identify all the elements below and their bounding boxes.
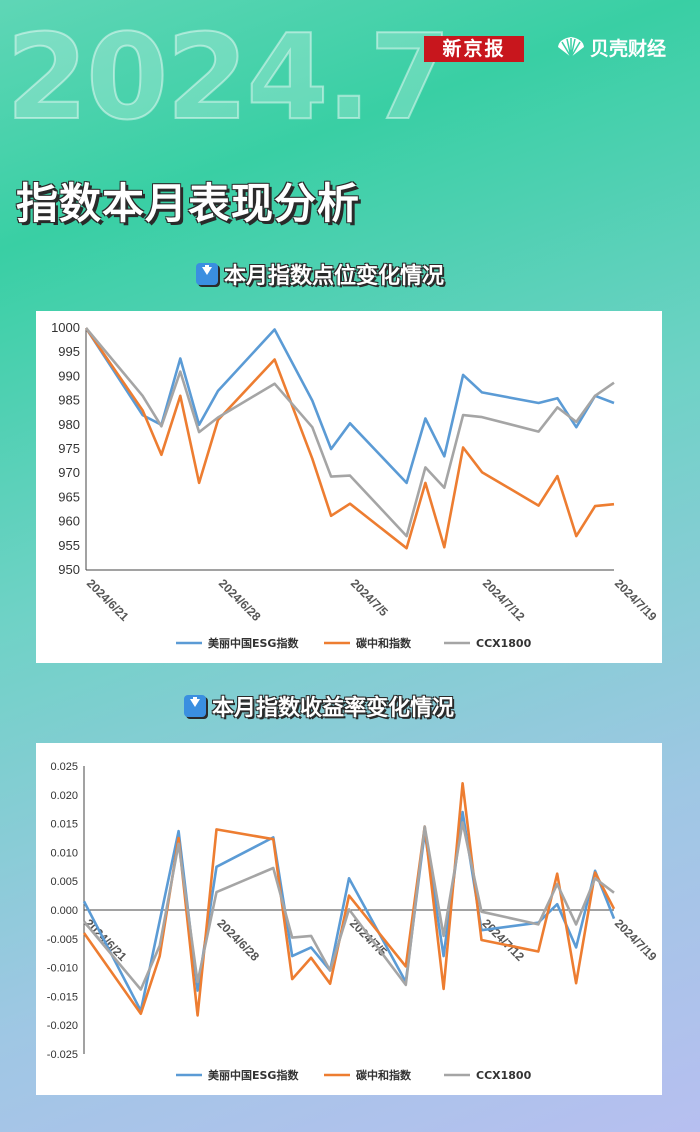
x-tick-label: 2024/7/12 <box>480 576 528 624</box>
y-tick-label: 970 <box>58 465 80 480</box>
y-tick-label: 985 <box>58 393 80 408</box>
beike-logo-text: 贝壳财经 <box>590 37 667 60</box>
y-tick-label: 0.025 <box>50 761 78 773</box>
y-tick-label: 0.020 <box>50 790 78 802</box>
y-tick-label: 965 <box>58 489 80 504</box>
y-tick-label: 0.005 <box>50 876 78 888</box>
y-tick-label: -0.010 <box>47 963 78 975</box>
y-tick-label: 995 <box>58 344 80 359</box>
legend-label-ccx: CCX1800 <box>476 637 532 650</box>
beike-logo: 贝壳财经 <box>556 32 666 62</box>
section1-title: 本月指数点位变化情况 <box>196 258 444 290</box>
x-tick-label: 2024/6/28 <box>214 916 262 964</box>
return-rate-chart: 0.025 0.020 0.015 0.010 0.005 0.000 -0.005 -0.0… <box>36 743 662 1095</box>
y-tick-label: 975 <box>58 441 80 456</box>
y-tick-label: -0.005 <box>47 934 78 946</box>
y-tick-label: 990 <box>58 368 80 383</box>
y-tick-label: -0.015 <box>47 991 78 1003</box>
section2-title: 本月指数收益率变化情况 <box>184 690 454 722</box>
year-watermark: 2024.7 <box>5 8 452 146</box>
legend-label-ccx: CCX1800 <box>476 1069 532 1082</box>
y-tick-label: 0.015 <box>50 819 78 831</box>
x-tick-label: 2024/7/19 <box>612 916 660 964</box>
y-tick-label: -0.025 <box>47 1049 78 1061</box>
index-level-chart: 1000 995 990 985 980 975 970 965 960 955 950 2024/6… <box>36 311 662 663</box>
down-arrow-icon <box>184 695 206 717</box>
y-tick-label: 0.000 <box>50 905 78 917</box>
down-arrow-icon <box>196 263 218 285</box>
index-level-chart-svg: 1000 995 990 985 980 975 970 965 960 955 950 2024/6… <box>51 320 660 650</box>
series-line-carbon <box>84 327 615 550</box>
x-tick-label: 2024/6/28 <box>216 576 264 624</box>
return-rate-chart-svg: 0.025 0.020 0.015 0.010 0.005 0.000 -0.005 -0.0… <box>47 761 660 1082</box>
legend-label-carbon: 碳中和指数 <box>356 1068 412 1082</box>
y-tick-label: 955 <box>58 538 80 553</box>
series-line-esg <box>84 327 615 485</box>
legend-label-esg: 美丽中国ESG指数 <box>208 636 299 650</box>
series-line-ccx <box>85 327 615 538</box>
xinjingbao-logo: 新京报 <box>424 36 524 62</box>
y-tick-label: 960 <box>58 514 80 529</box>
shell-icon <box>558 37 584 58</box>
section2-title-text: 本月指数收益率变化情况 <box>212 696 455 721</box>
legend-label-esg: 美丽中国ESG指数 <box>208 1068 299 1082</box>
y-tick-label: 980 <box>58 417 80 432</box>
section1-title-text: 本月指数点位变化情况 <box>224 264 445 289</box>
y-tick-label: -0.020 <box>47 1020 78 1032</box>
page-title: 指数本月表现分析 <box>16 179 361 228</box>
legend-label-carbon: 碳中和指数 <box>356 636 412 650</box>
y-tick-label: 0.010 <box>50 847 78 859</box>
x-tick-label: 2024/7/5 <box>348 576 391 619</box>
y-tick-label: 1000 <box>51 320 80 335</box>
series-line-ccx <box>83 821 615 991</box>
y-tick-label: 950 <box>58 562 80 577</box>
x-tick-label: 2024/7/19 <box>612 576 660 624</box>
x-tick-label: 2024/6/21 <box>84 576 132 624</box>
